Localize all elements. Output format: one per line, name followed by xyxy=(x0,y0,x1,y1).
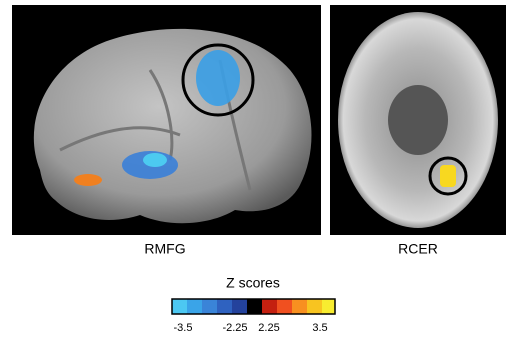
color-swatch xyxy=(232,299,247,314)
lateral-brain-panel xyxy=(12,5,321,235)
color-swatch xyxy=(202,299,217,314)
panel-label: RMFG xyxy=(144,241,185,257)
page: {"panels": [{"label": "RMFG"}, {"label":… xyxy=(0,0,511,340)
panel-label: RCER xyxy=(398,241,438,257)
color-swatch xyxy=(217,299,232,314)
colorbar-tick-label: -3.5 xyxy=(174,322,193,334)
activation-blob xyxy=(74,174,102,186)
activation-blob xyxy=(440,165,456,187)
activation-blob xyxy=(196,50,240,106)
color-swatch xyxy=(277,299,292,314)
color-swatch xyxy=(292,299,307,314)
color-swatch xyxy=(187,299,202,314)
colorbar-tick-label: 3.5 xyxy=(312,322,327,334)
brainstem xyxy=(388,85,448,155)
color-swatch xyxy=(247,299,262,314)
legend-title: Z scores xyxy=(226,275,280,291)
activation-blob xyxy=(143,153,167,167)
color-swatch xyxy=(262,299,277,314)
axial-brain-panel xyxy=(330,5,506,235)
color-swatch xyxy=(322,299,335,314)
colorbar xyxy=(172,299,335,314)
figure: RMFG RCER Z scores -3.5 -2.25 2.25 3.5 xyxy=(0,0,511,340)
colorbar-tick-label: 2.25 xyxy=(258,322,279,334)
colorbar-tick-label: -2.25 xyxy=(222,322,247,334)
color-swatch xyxy=(172,299,187,314)
color-swatch xyxy=(307,299,322,314)
